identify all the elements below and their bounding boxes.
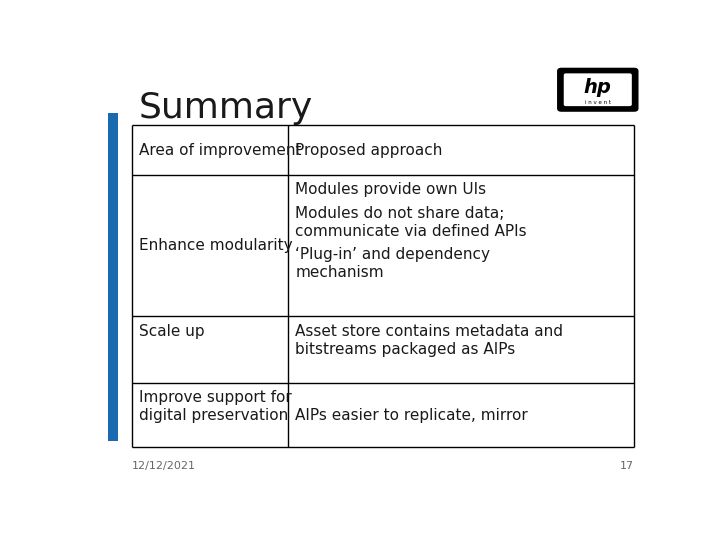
Text: i n v e n t: i n v e n t: [585, 100, 611, 105]
Text: ‘Plug-in’ and dependency
mechanism: ‘Plug-in’ and dependency mechanism: [295, 247, 490, 280]
Text: Summary: Summary: [139, 91, 313, 125]
FancyBboxPatch shape: [564, 73, 632, 106]
Text: Modules do not share data;
communicate via defined APIs: Modules do not share data; communicate v…: [295, 206, 527, 239]
Text: 12/12/2021: 12/12/2021: [132, 462, 196, 471]
Text: Asset store contains metadata and
bitstreams packaged as AIPs: Asset store contains metadata and bitstr…: [295, 324, 563, 357]
FancyBboxPatch shape: [557, 68, 639, 112]
Text: Enhance modularity: Enhance modularity: [139, 238, 293, 253]
Text: Proposed approach: Proposed approach: [295, 143, 443, 158]
Text: hp: hp: [584, 78, 612, 97]
Text: AIPs easier to replicate, mirror: AIPs easier to replicate, mirror: [295, 408, 528, 423]
Text: Area of improvement: Area of improvement: [139, 143, 302, 158]
Text: Scale up: Scale up: [139, 324, 204, 339]
Text: 17: 17: [620, 462, 634, 471]
Bar: [108, 113, 118, 441]
Text: Improve support for
digital preservation: Improve support for digital preservation: [139, 390, 292, 423]
Text: Modules provide own UIs: Modules provide own UIs: [295, 183, 487, 198]
